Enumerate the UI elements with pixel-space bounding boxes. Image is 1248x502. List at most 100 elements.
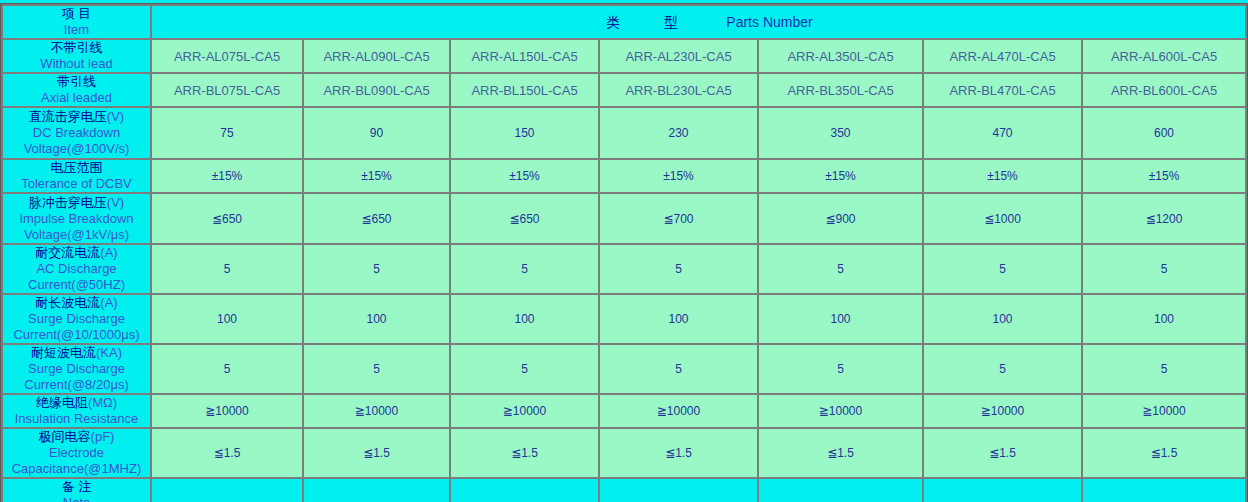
unit-suffix: (pF) — [91, 429, 115, 444]
unit-suffix: (MΩ) — [88, 395, 117, 410]
header-type-cn: 型 — [664, 14, 678, 30]
label-en: Electrode — [3, 445, 150, 461]
value-cell: ≧10000 — [600, 395, 757, 427]
label-en: Current(@10/1000μs) — [3, 327, 150, 343]
part-number-cell: ARR-AL470L-CA5 — [924, 40, 1081, 72]
unit-suffix: (A) — [100, 245, 117, 260]
label-en: Insulation Resistance — [3, 411, 150, 427]
value-cell: 5 — [451, 245, 598, 293]
value-cell: ≦700 — [600, 194, 757, 243]
note-cell — [152, 479, 302, 502]
value-cell: 230 — [600, 108, 757, 158]
part-number-cell: ARR-BL075L-CA5 — [152, 74, 302, 106]
item-header-cell: 项 目 Item — [3, 6, 150, 38]
row-label: 不带引线 Without lead — [3, 40, 150, 72]
row-label: 脉冲击穿电压(V) Impulse Breakdown Voltage(@1kV… — [3, 194, 150, 243]
datasheet-page: 项 目 Item 类 型 Parts Number 不带引线 Without lea… — [0, 0, 1248, 502]
value-cell: 5 — [152, 345, 302, 393]
value-cell: ≦1.5 — [304, 429, 449, 477]
header-type-cn: 类 — [606, 14, 620, 30]
value-cell: ≧10000 — [451, 395, 598, 427]
value-cell: ≦1.5 — [924, 429, 1081, 477]
value-cell: ≦1200 — [1083, 194, 1245, 243]
value-cell: 5 — [924, 245, 1081, 293]
label-en: Axial leaded — [3, 90, 150, 106]
row-without-lead: 不带引线 Without lead ARR-AL075L-CA5 ARR-AL0… — [3, 40, 1245, 72]
label-cn: 带引线 — [3, 74, 150, 90]
unit-suffix: (V) — [107, 195, 124, 210]
value-cell: 90 — [304, 108, 449, 158]
value-cell: 100 — [1083, 295, 1245, 343]
label-en: Voltage(@100V/s) — [3, 141, 150, 157]
label-en: DC Breakdown — [3, 125, 150, 141]
row-electrode-capacitance: 极间电容(pF) Electrode Capacitance(@1MHZ) ≦1… — [3, 429, 1245, 477]
value-cell: ≦650 — [304, 194, 449, 243]
part-number-cell: ARR-AL600L-CA5 — [1083, 40, 1245, 72]
part-number-cell: ARR-AL090L-CA5 — [304, 40, 449, 72]
row-label: 极间电容(pF) Electrode Capacitance(@1MHZ) — [3, 429, 150, 477]
row-impulse-breakdown-voltage: 脉冲击穿电压(V) Impulse Breakdown Voltage(@1kV… — [3, 194, 1245, 243]
row-label: 带引线 Axial leaded — [3, 74, 150, 106]
value-cell: ±15% — [152, 160, 302, 192]
header-row: 项 目 Item 类 型 Parts Number — [3, 6, 1245, 38]
value-cell: 100 — [600, 295, 757, 343]
value-cell: 600 — [1083, 108, 1245, 158]
part-number-cell: ARR-AL230L-CA5 — [600, 40, 757, 72]
value-cell: ≦1.5 — [152, 429, 302, 477]
row-ac-discharge-current: 耐交流电流(A) AC Discharge Current(@50HZ) 5 5… — [3, 245, 1245, 293]
value-cell: ≧10000 — [152, 395, 302, 427]
label-en: Capacitance(@1MHZ) — [3, 461, 150, 477]
label-cn: 备 注 — [3, 479, 150, 495]
value-cell: ≦1.5 — [1083, 429, 1245, 477]
value-cell: 5 — [600, 345, 757, 393]
label-cn: 耐短波电流(KA) — [3, 345, 150, 361]
row-note: 备 注 Note — [3, 479, 1245, 502]
label-en: AC Discharge — [3, 261, 150, 277]
header-type-en: Parts Number — [726, 14, 812, 30]
unit-suffix: (KA) — [96, 345, 122, 360]
value-cell: ≧10000 — [924, 395, 1081, 427]
value-cell: ≧10000 — [1083, 395, 1245, 427]
value-cell: ±15% — [759, 160, 922, 192]
value-cell: ≧10000 — [759, 395, 922, 427]
value-cell: ≦650 — [152, 194, 302, 243]
spec-table: 项 目 Item 类 型 Parts Number 不带引线 Without lea… — [0, 3, 1248, 502]
value-cell: 470 — [924, 108, 1081, 158]
value-cell: 5 — [924, 345, 1081, 393]
part-number-cell: ARR-AL075L-CA5 — [152, 40, 302, 72]
label-cn: 脉冲击穿电压(V) — [3, 195, 150, 211]
value-cell: 5 — [304, 245, 449, 293]
row-label: 耐长波电流(A) Surge Discharge Current(@10/100… — [3, 295, 150, 343]
note-cell — [451, 479, 598, 502]
label-cn: 直流击穿电压(V) — [3, 109, 150, 125]
row-label: 绝缘电阻(MΩ) Insulation Resistance — [3, 395, 150, 427]
value-cell: 150 — [451, 108, 598, 158]
value-cell: 5 — [600, 245, 757, 293]
unit-suffix: (A) — [100, 295, 117, 310]
row-insulation-resistance: 绝缘电阻(MΩ) Insulation Resistance ≧10000 ≧1… — [3, 395, 1245, 427]
label-cn: 极间电容(pF) — [3, 429, 150, 445]
value-cell: 5 — [304, 345, 449, 393]
label-cn: 项 目 — [3, 6, 150, 22]
value-cell: 5 — [1083, 245, 1245, 293]
label-en: Voltage(@1kV/μs) — [3, 227, 150, 243]
value-cell: ≦1.5 — [600, 429, 757, 477]
label-en: Current(@50HZ) — [3, 277, 150, 293]
row-label: 耐短波电流(KA) Surge Discharge Current(@8/20μ… — [3, 345, 150, 393]
note-cell — [924, 479, 1081, 502]
value-cell: ±15% — [924, 160, 1081, 192]
label-en: Surge Discharge — [3, 361, 150, 377]
value-cell: 5 — [1083, 345, 1245, 393]
row-axial-leaded: 带引线 Axial leaded ARR-BL075L-CA5 ARR-BL09… — [3, 74, 1245, 106]
label-cn: 耐长波电流(A) — [3, 295, 150, 311]
label-en: Impulse Breakdown — [3, 211, 150, 227]
row-label: 电压范围 Tolerance of DCBV — [3, 160, 150, 192]
row-tolerance-of-dcbv: 电压范围 Tolerance of DCBV ±15% ±15% ±15% ±1… — [3, 160, 1245, 192]
value-cell: ≦650 — [451, 194, 598, 243]
part-number-cell: ARR-BL470L-CA5 — [924, 74, 1081, 106]
label-cn: 绝缘电阻(MΩ) — [3, 395, 150, 411]
row-surge-discharge-current-short: 耐短波电流(KA) Surge Discharge Current(@8/20μ… — [3, 345, 1245, 393]
label-cn: 耐交流电流(A) — [3, 245, 150, 261]
label-en: Note — [3, 495, 150, 502]
value-cell: 350 — [759, 108, 922, 158]
